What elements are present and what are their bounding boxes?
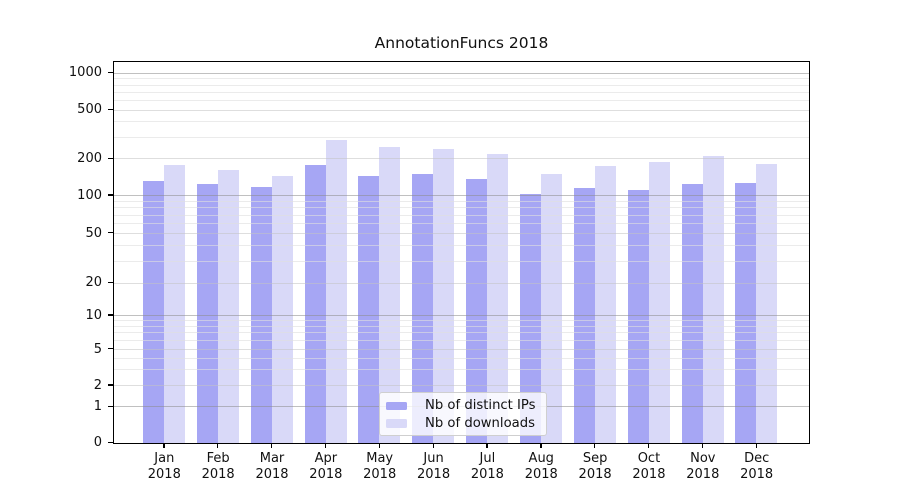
- x-tick-mark: [755, 443, 757, 448]
- y-tick-label: 2: [93, 377, 102, 393]
- bar-distinct-ips: [143, 180, 164, 443]
- y-tick-label: 0: [93, 435, 102, 451]
- x-tick-mark: [271, 443, 273, 448]
- y-tick-mark: [107, 232, 113, 234]
- gridline: [114, 121, 809, 123]
- bar-distinct-ips: [250, 186, 272, 443]
- x-tick-mark: [486, 443, 488, 448]
- y-tick-label: 20: [85, 275, 102, 291]
- bar-downloads: [594, 166, 616, 443]
- gridline: [114, 136, 809, 138]
- gridline: [114, 91, 809, 93]
- y-tick-label: 500: [77, 102, 102, 118]
- x-tick-label: Jun 2018: [417, 451, 451, 482]
- x-tick-label: Aug 2018: [524, 451, 558, 482]
- bar-distinct-ips: [358, 175, 380, 443]
- plot-area: [107, 61, 810, 448]
- bar-downloads: [325, 139, 347, 443]
- y-tick-mark: [107, 108, 113, 111]
- y-tick-label: 1: [93, 399, 102, 415]
- legend-row: Nb of downloads: [386, 415, 546, 433]
- x-tick-mark: [540, 443, 542, 448]
- y-tick-mark: [107, 281, 113, 284]
- y-tick-label: 10: [85, 307, 102, 323]
- bar-distinct-ips: [412, 174, 434, 443]
- bar-distinct-ips: [466, 178, 488, 443]
- gridline: [114, 109, 809, 111]
- gridline: [114, 84, 809, 86]
- legend-label: Nb of downloads: [425, 415, 535, 431]
- y-tick-mark: [107, 72, 113, 74]
- bar-downloads: [217, 170, 239, 443]
- x-tick-label: May 2018: [363, 451, 397, 482]
- x-tick-label: Jul 2018: [470, 451, 504, 482]
- bar-distinct-ips: [304, 164, 326, 443]
- chart-title: AnnotationFuncs 2018: [374, 34, 549, 52]
- bar-downloads: [540, 173, 562, 443]
- bar-distinct-ips: [681, 184, 703, 443]
- y-tick-label: 100: [77, 187, 102, 203]
- x-tick-label: Dec 2018: [740, 451, 774, 482]
- legend: Nb of distinct IPs Nb of downloads: [379, 392, 547, 436]
- x-tick-label: Apr 2018: [309, 451, 343, 482]
- x-tick-label: Oct 2018: [632, 451, 666, 482]
- y-tick-mark: [107, 314, 113, 316]
- y-tick-label: 50: [85, 225, 102, 241]
- legend-row: Nb of distinct IPs: [386, 397, 546, 415]
- y-tick-mark: [107, 384, 113, 386]
- bar-distinct-ips: [573, 187, 595, 443]
- bar-downloads: [648, 162, 670, 443]
- y-tick-mark: [107, 441, 113, 444]
- x-tick-mark: [648, 443, 650, 448]
- bar-downloads: [702, 156, 724, 443]
- y-tick-mark: [107, 405, 113, 407]
- x-tick-mark: [701, 443, 704, 448]
- bar-distinct-ips: [519, 194, 541, 443]
- y-tick-label: 5: [93, 341, 102, 357]
- bar-distinct-ips: [627, 190, 649, 443]
- bar-downloads: [271, 176, 293, 443]
- bar-downloads: [487, 154, 509, 443]
- x-tick-mark: [594, 443, 596, 448]
- bar-distinct-ips: [735, 182, 757, 443]
- legend-swatch-distinct-ips: [386, 401, 407, 410]
- y-tick-label: 200: [77, 151, 102, 167]
- x-tick-label: Feb 2018: [201, 451, 235, 482]
- x-tick-mark: [432, 443, 434, 448]
- x-tick-label: Jan 2018: [147, 451, 181, 482]
- gridline: [114, 99, 809, 101]
- gridline: [114, 78, 809, 80]
- x-tick-label: Nov 2018: [686, 451, 720, 482]
- x-tick-mark: [378, 443, 381, 448]
- bar-distinct-ips: [196, 184, 218, 443]
- x-tick-mark: [163, 443, 165, 448]
- y-tick-mark: [107, 157, 113, 159]
- bar-downloads: [756, 164, 778, 443]
- x-tick-label: Sep 2018: [578, 451, 612, 482]
- y-tick-mark: [107, 348, 113, 350]
- y-tick-mark: [107, 194, 113, 196]
- x-tick-label: Mar 2018: [255, 451, 289, 482]
- y-tick-label: 1000: [68, 65, 102, 81]
- x-tick-mark: [324, 443, 327, 448]
- bar-downloads: [164, 165, 185, 443]
- legend-swatch-downloads: [386, 419, 407, 428]
- gridline: [114, 72, 809, 74]
- legend-label: Nb of distinct IPs: [425, 398, 536, 414]
- x-tick-mark: [217, 443, 219, 448]
